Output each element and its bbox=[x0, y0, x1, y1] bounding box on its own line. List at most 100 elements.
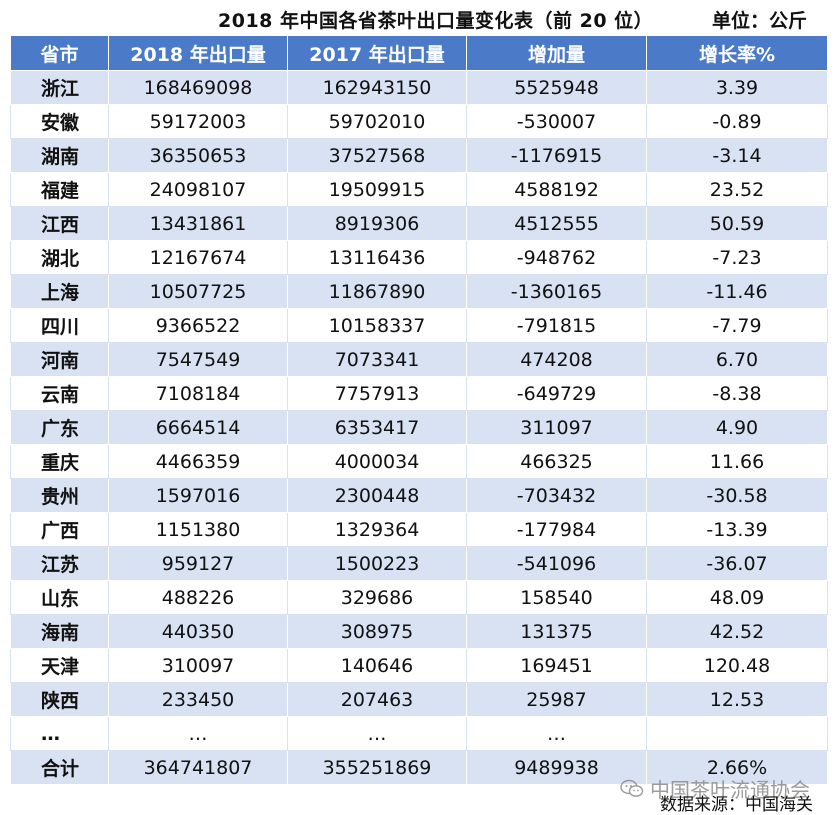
province-cell: … bbox=[10, 716, 109, 751]
value-cell: 310097 bbox=[108, 648, 288, 683]
value-cell: 168469098 bbox=[108, 70, 288, 105]
value-cell: 4512555 bbox=[466, 206, 647, 241]
value-cell: -3.14 bbox=[646, 138, 828, 173]
watermark: 中国茶叶流通协会 bbox=[620, 774, 810, 803]
value-cell: -541096 bbox=[466, 546, 647, 581]
value-cell: 42.52 bbox=[646, 614, 828, 649]
value-cell: 13116436 bbox=[287, 240, 467, 275]
value-cell: 158540 bbox=[466, 580, 647, 615]
value-cell: 59702010 bbox=[287, 104, 467, 139]
value-cell: 12.53 bbox=[646, 682, 828, 717]
title-bar: 2018 年中国各省茶叶出口量变化表（前 20 位） 单位：公斤 bbox=[0, 0, 838, 32]
value-cell: 329686 bbox=[287, 580, 467, 615]
value-cell: 5525948 bbox=[466, 70, 647, 105]
value-cell: 311097 bbox=[466, 410, 647, 445]
value-cell: 9489938 bbox=[466, 750, 647, 785]
value-cell: … bbox=[466, 716, 647, 751]
value-cell: 1597016 bbox=[108, 478, 288, 513]
province-cell: 浙江 bbox=[10, 70, 109, 105]
province-cell: 四川 bbox=[10, 308, 109, 343]
table-row: 福建 24098107 19509915 4588192 23.52 bbox=[10, 172, 828, 207]
table-row: 湖北 12167674 13116436 -948762 -7.23 bbox=[10, 240, 828, 275]
table-row: 广西 1151380 1329364 -177984 -13.39 bbox=[10, 512, 828, 547]
value-cell: 162943150 bbox=[287, 70, 467, 105]
value-cell: 9366522 bbox=[108, 308, 288, 343]
value-cell: 6664514 bbox=[108, 410, 288, 445]
province-cell: 合计 bbox=[10, 750, 109, 785]
value-cell: 6.70 bbox=[646, 342, 828, 377]
data-source: 数据来源：中国海关 bbox=[660, 795, 813, 815]
table-row: 合计 364741807 355251869 9489938 2.66% bbox=[10, 750, 828, 785]
value-cell: 4000034 bbox=[287, 444, 467, 479]
value-cell: 440350 bbox=[108, 614, 288, 649]
value-cell: 48.09 bbox=[646, 580, 828, 615]
table-row: 重庆 4466359 4000034 466325 11.66 bbox=[10, 444, 828, 479]
province-cell: 广东 bbox=[10, 410, 109, 445]
value-cell: 4466359 bbox=[108, 444, 288, 479]
province-cell: 江苏 bbox=[10, 546, 109, 581]
value-cell: -13.39 bbox=[646, 512, 828, 547]
province-cell: 海南 bbox=[10, 614, 109, 649]
province-cell: 重庆 bbox=[10, 444, 109, 479]
province-cell: 福建 bbox=[10, 172, 109, 207]
province-cell: 河南 bbox=[10, 342, 109, 377]
value-cell: -30.58 bbox=[646, 478, 828, 513]
value-cell: 10507725 bbox=[108, 274, 288, 309]
value-cell: 7073341 bbox=[287, 342, 467, 377]
province-cell: 陕西 bbox=[10, 682, 109, 717]
province-cell: 广西 bbox=[10, 512, 109, 547]
table-row: 四川 9366522 10158337 -791815 -7.79 bbox=[10, 308, 828, 343]
value-cell: 19509915 bbox=[287, 172, 467, 207]
value-cell: 4588192 bbox=[466, 172, 647, 207]
value-cell: -1360165 bbox=[466, 274, 647, 309]
table-row: 海南 440350 308975 131375 42.52 bbox=[10, 614, 828, 649]
value-cell: 23.52 bbox=[646, 172, 828, 207]
value-cell: 488226 bbox=[108, 580, 288, 615]
table-row: 云南 7108184 7757913 -649729 -8.38 bbox=[10, 376, 828, 411]
value-cell: 474208 bbox=[466, 342, 647, 377]
table-body: 浙江 168469098 162943150 5525948 3.39 安徽 5917200… bbox=[10, 70, 828, 785]
value-cell: 36350653 bbox=[108, 138, 288, 173]
table-row: 湖南 36350653 37527568 -1176915 -3.14 bbox=[10, 138, 828, 173]
footer: 中国茶叶流通协会 数据来源：中国海关 bbox=[0, 770, 838, 815]
export-table: 省市 2018 年出口量 2017 年出口量 增加量 增长率% 浙江 168469098 1… bbox=[10, 35, 828, 785]
value-cell: 1500223 bbox=[287, 546, 467, 581]
value-cell: 355251869 bbox=[287, 750, 467, 785]
wechat-icon bbox=[620, 779, 644, 797]
table-title: 2018 年中国各省茶叶出口量变化表（前 20 位） bbox=[218, 10, 654, 32]
value-cell: 3.39 bbox=[646, 70, 828, 105]
watermark-text: 中国茶叶流通协会 bbox=[650, 778, 810, 802]
table-row: 江西 13431861 8919306 4512555 50.59 bbox=[10, 206, 828, 241]
column-header: 省市 bbox=[10, 35, 109, 71]
value-cell: -36.07 bbox=[646, 546, 828, 581]
value-cell: … bbox=[287, 716, 467, 751]
province-cell: 安徽 bbox=[10, 104, 109, 139]
table-row: 陕西 233450 207463 25987 12.53 bbox=[10, 682, 828, 717]
value-cell: 50.59 bbox=[646, 206, 828, 241]
value-cell: -177984 bbox=[466, 512, 647, 547]
value-cell: 131375 bbox=[466, 614, 647, 649]
province-cell: 湖北 bbox=[10, 240, 109, 275]
table-row: 贵州 1597016 2300448 -703432 -30.58 bbox=[10, 478, 828, 513]
value-cell: 10158337 bbox=[287, 308, 467, 343]
value-cell: -649729 bbox=[466, 376, 647, 411]
column-header: 2018 年出口量 bbox=[108, 35, 288, 71]
value-cell: -1176915 bbox=[466, 138, 647, 173]
value-cell: -530007 bbox=[466, 104, 647, 139]
table-row: 河南 7547549 7073341 474208 6.70 bbox=[10, 342, 828, 377]
value-cell: 7757913 bbox=[287, 376, 467, 411]
value-cell: 169451 bbox=[466, 648, 647, 683]
value-cell: 207463 bbox=[287, 682, 467, 717]
table-row: 浙江 168469098 162943150 5525948 3.39 bbox=[10, 70, 828, 105]
value-cell: 466325 bbox=[466, 444, 647, 479]
value-cell: 7547549 bbox=[108, 342, 288, 377]
province-cell: 湖南 bbox=[10, 138, 109, 173]
value-cell: 24098107 bbox=[108, 172, 288, 207]
column-header: 2017 年出口量 bbox=[287, 35, 467, 71]
value-cell: -791815 bbox=[466, 308, 647, 343]
value-cell: -7.79 bbox=[646, 308, 828, 343]
unit-label: 单位：公斤 bbox=[712, 10, 808, 32]
value-cell: 11867890 bbox=[287, 274, 467, 309]
value-cell: … bbox=[108, 716, 288, 751]
province-cell: 天津 bbox=[10, 648, 109, 683]
